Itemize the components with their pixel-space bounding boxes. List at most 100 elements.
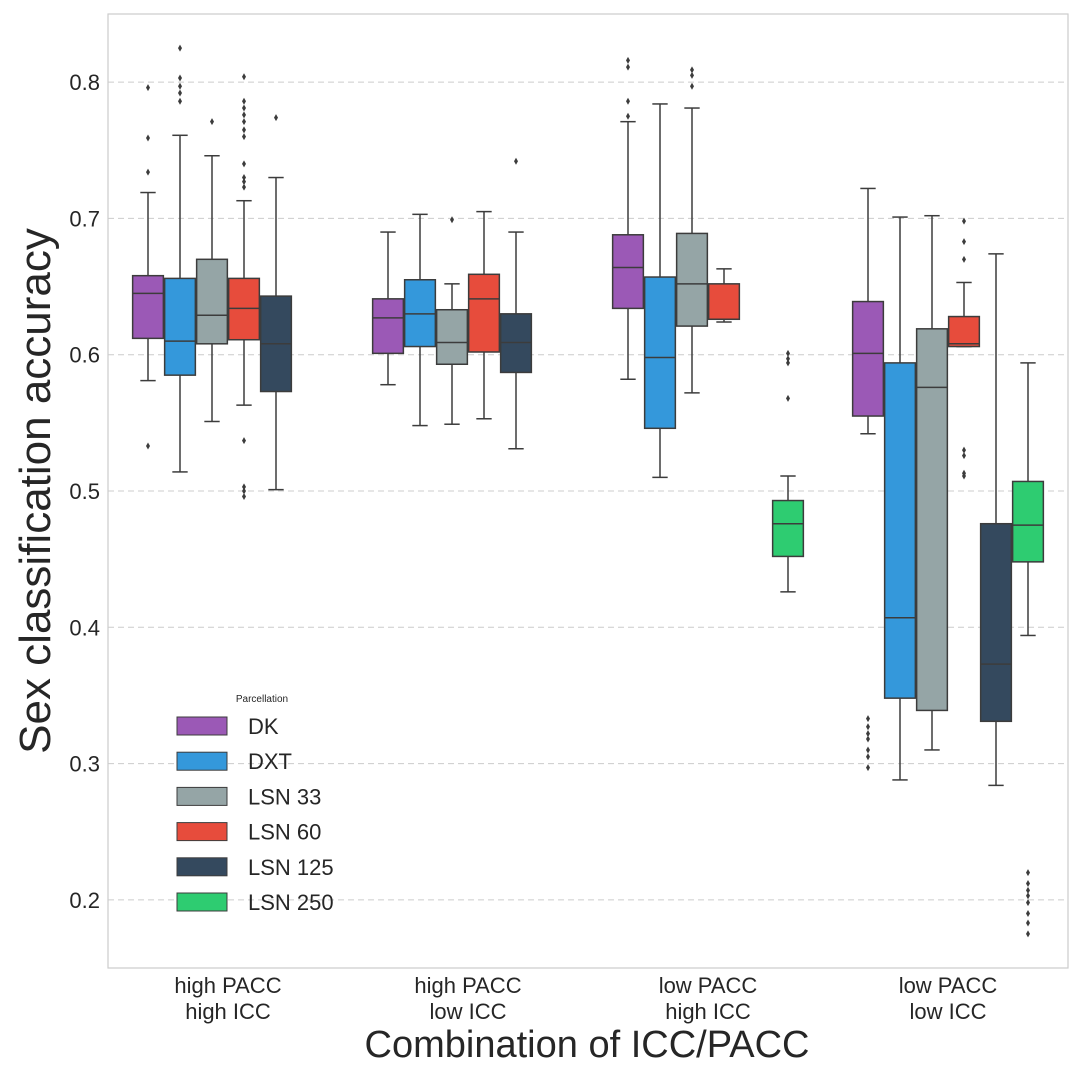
- x-axis-title: Combination of ICC/PACC: [365, 1024, 810, 1066]
- box-body: [131, 274, 165, 340]
- outlier-point: [210, 118, 214, 126]
- box-body: [675, 232, 709, 327]
- outlier-point: [146, 442, 150, 450]
- legend-swatch: [176, 892, 228, 912]
- box-body: [163, 277, 197, 376]
- outlier-point: [626, 63, 630, 71]
- y-tick-label: 0.7: [69, 206, 100, 231]
- outlier-point: [242, 483, 246, 491]
- outlier-point: [178, 44, 182, 52]
- x-tick-label: high ICC: [185, 999, 271, 1024]
- outlier-point: [274, 114, 278, 122]
- outlier-point: [178, 97, 182, 105]
- box-lsn-60: [227, 73, 261, 500]
- outlier-point: [962, 452, 966, 460]
- outlier-point: [242, 111, 246, 119]
- box-body: [643, 276, 677, 430]
- box-body: [771, 499, 805, 558]
- y-tick-label: 0.4: [69, 615, 100, 640]
- outlier-point: [962, 238, 966, 246]
- box-body: [979, 522, 1013, 723]
- outlier-point: [178, 89, 182, 97]
- x-tick-label: low PACC: [899, 973, 998, 998]
- box-dxt: [163, 44, 197, 473]
- box-lsn-60: [467, 210, 501, 420]
- y-tick-label: 0.2: [69, 888, 100, 913]
- x-tick-label: low ICC: [909, 999, 986, 1024]
- box-body: [435, 308, 469, 366]
- box-dk: [131, 84, 165, 450]
- outlier-point: [866, 735, 870, 743]
- box-dxt: [643, 103, 677, 479]
- box-dk: [851, 187, 885, 772]
- outlier-point: [866, 746, 870, 754]
- box-body: [915, 328, 949, 712]
- box-body: [467, 273, 501, 353]
- outlier-point: [690, 66, 694, 74]
- outlier-point: [690, 82, 694, 90]
- legend-label: DK: [248, 714, 279, 739]
- outlier-point: [962, 446, 966, 454]
- y-tick-label: 0.6: [69, 343, 100, 368]
- box-body: [947, 315, 981, 348]
- outlier-point: [962, 472, 966, 480]
- outlier-point: [1026, 899, 1030, 907]
- y-tick-label: 0.3: [69, 752, 100, 777]
- box-lsn-33: [435, 216, 469, 425]
- outlier-point: [242, 160, 246, 168]
- outlier-point: [866, 723, 870, 731]
- outlier-point: [786, 349, 790, 357]
- outlier-point: [1026, 869, 1030, 877]
- gridlines: [108, 81, 1068, 901]
- outlier-point: [242, 118, 246, 126]
- outlier-point: [866, 730, 870, 738]
- outlier-point: [242, 97, 246, 105]
- outlier-point: [962, 255, 966, 263]
- x-tick-label: high PACC: [414, 973, 521, 998]
- box-lsn-33: [195, 118, 229, 423]
- boxes: [131, 44, 1045, 938]
- box-body: [707, 283, 741, 321]
- box-lsn-33: [915, 214, 949, 751]
- box-body: [195, 258, 229, 345]
- outlier-point: [690, 71, 694, 79]
- y-tick-label: 0.5: [69, 479, 100, 504]
- legend-label: LSN 125: [248, 855, 334, 880]
- legend-label: DXT: [248, 749, 292, 774]
- outlier-point: [242, 178, 246, 186]
- outlier-point: [626, 97, 630, 105]
- outlier-point: [450, 216, 454, 224]
- legend-swatch: [176, 716, 228, 736]
- legend-label: LSN 60: [248, 820, 321, 845]
- y-tick-label: 0.8: [69, 70, 100, 95]
- outlier-point: [242, 126, 246, 134]
- y-tick-labels: 0.2 0.3 0.4 0.5 0.6 0.7 0.8: [69, 70, 100, 913]
- outlier-point: [786, 355, 790, 363]
- outlier-point: [242, 174, 246, 182]
- legend: Parcellation DK DXT LSN 33 LSN 60 LSN 125 LSN …: [176, 694, 334, 915]
- outlier-point: [1026, 886, 1030, 894]
- outlier-point: [786, 359, 790, 367]
- outlier-point: [626, 112, 630, 120]
- outlier-point: [242, 104, 246, 112]
- outlier-point: [242, 73, 246, 81]
- box-body: [371, 298, 405, 355]
- box-lsn-33: [675, 66, 709, 394]
- outlier-point: [146, 84, 150, 92]
- outlier-point: [242, 133, 246, 141]
- y-axis-title: Sex classification accuracy: [11, 228, 60, 754]
- outlier-point: [146, 134, 150, 142]
- outlier-point: [866, 764, 870, 772]
- box-lsn-250: [771, 349, 805, 593]
- legend-swatch: [176, 786, 228, 806]
- box-body: [851, 300, 885, 417]
- outlier-point: [242, 437, 246, 445]
- box-body: [1011, 480, 1045, 563]
- legend-label: LSN 250: [248, 890, 334, 915]
- box-lsn-125: [979, 253, 1013, 787]
- x-tick-label: low ICC: [429, 999, 506, 1024]
- box-dk: [611, 56, 645, 380]
- outlier-point: [626, 56, 630, 64]
- outlier-point: [178, 74, 182, 82]
